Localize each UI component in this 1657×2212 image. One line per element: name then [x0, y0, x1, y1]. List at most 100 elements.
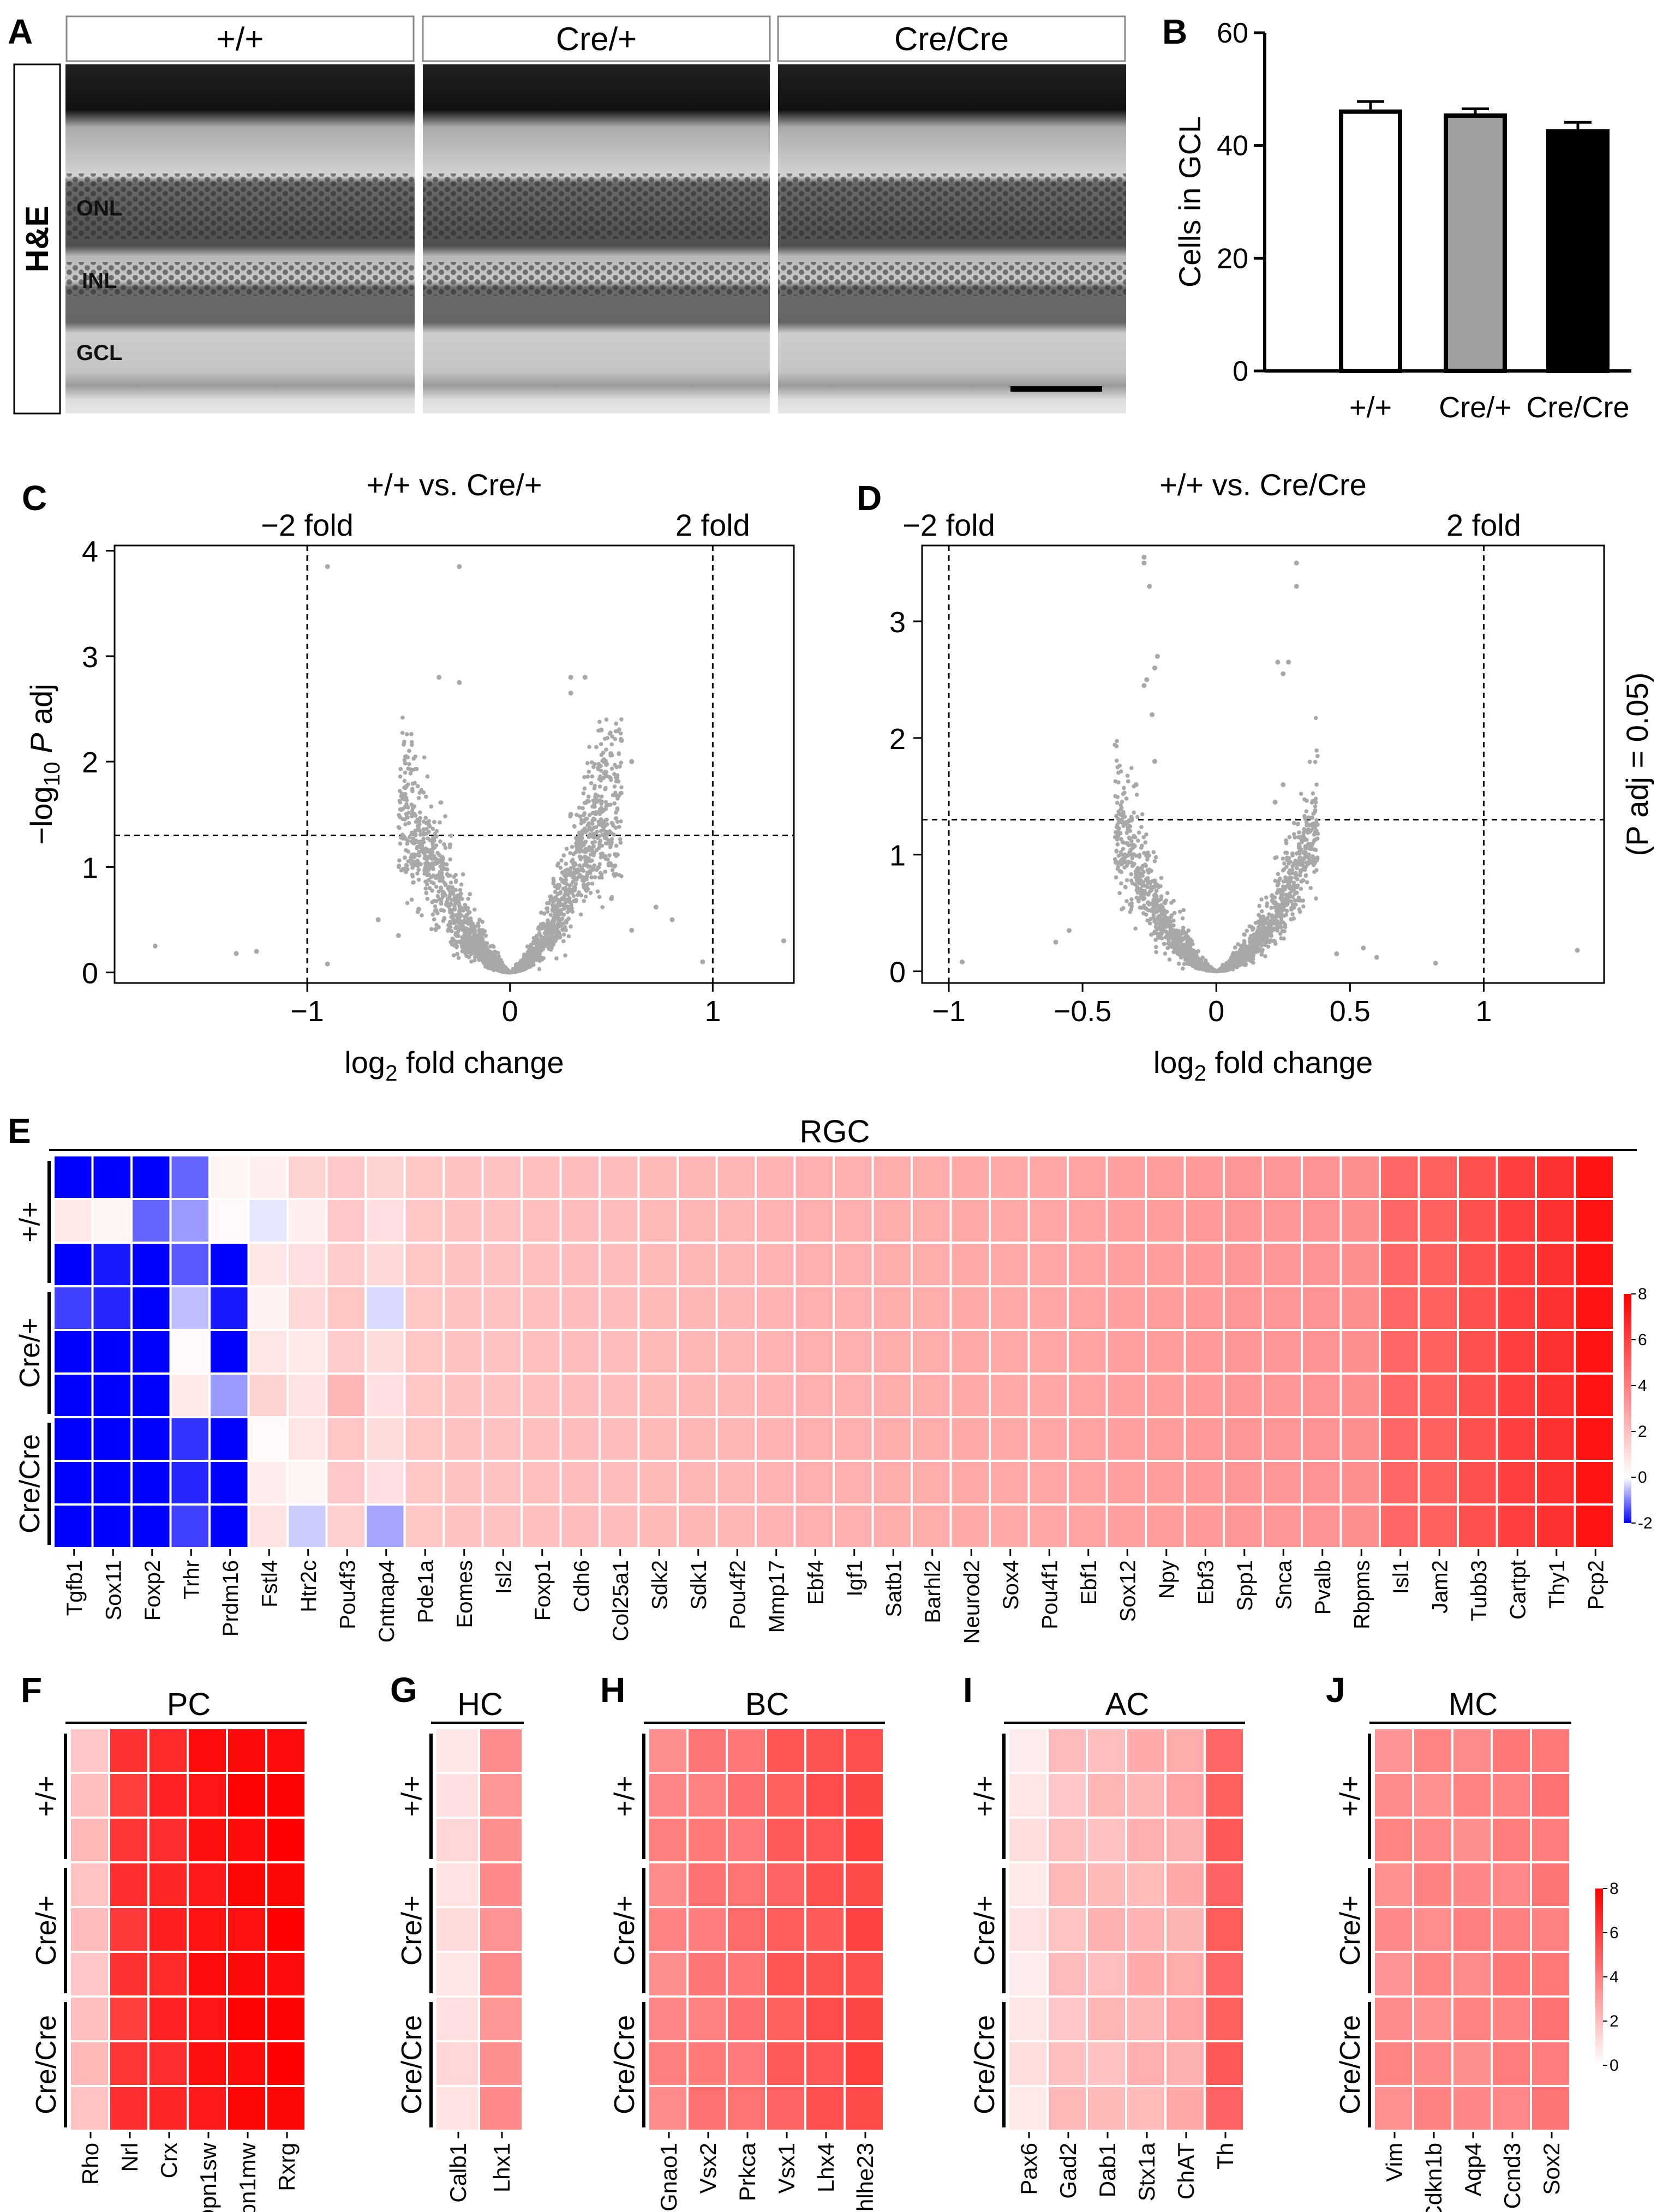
- heatmap-cell: [228, 1819, 265, 1861]
- data-point: [429, 804, 434, 809]
- heatmap-cell: [806, 1819, 844, 1861]
- heatmap-cell: [93, 1331, 130, 1372]
- data-point: [1313, 804, 1318, 808]
- heatmap-cell: [327, 1506, 364, 1547]
- data-point: [1159, 936, 1164, 940]
- heatmap-cell: [1381, 1156, 1418, 1198]
- heatmap-cell: [1537, 1418, 1574, 1460]
- data-point: [1286, 900, 1290, 904]
- heatmap-cell: [717, 1462, 755, 1503]
- data-point: [613, 763, 617, 768]
- heatmap-cell: [874, 1331, 911, 1372]
- gene-label: Isl2: [492, 1560, 516, 1594]
- heatmap-cell: [110, 1819, 147, 1861]
- heatmap-cell: [1127, 1819, 1164, 1861]
- data-point: [589, 828, 594, 832]
- data-point: [1159, 913, 1164, 918]
- data-point: [472, 907, 477, 912]
- data-point: [590, 811, 595, 816]
- data-point: [1125, 774, 1130, 778]
- data-point: [1273, 918, 1278, 923]
- heatmap-cell: [952, 1331, 989, 1372]
- data-point: [1264, 895, 1269, 900]
- data-point: [1251, 926, 1256, 931]
- data-point: [607, 853, 612, 858]
- data-point: [438, 800, 442, 805]
- heatmap-cell: [445, 1200, 482, 1242]
- data-point: [1187, 944, 1192, 949]
- data-point: [569, 872, 573, 876]
- data-point: [1231, 955, 1236, 960]
- heatmap-cell: [767, 1953, 804, 1995]
- heatmap-cell: [436, 1819, 478, 1861]
- data-point: [1146, 892, 1151, 897]
- data-point: [450, 942, 454, 946]
- data-point: [1122, 814, 1127, 819]
- heatmap-cell: [1576, 1331, 1613, 1372]
- heatmap-cell: [1453, 2042, 1491, 2085]
- data-point: [403, 770, 408, 775]
- data-point: [1191, 942, 1195, 946]
- data-point: [1165, 946, 1170, 950]
- heatmap-cell: [601, 1200, 638, 1242]
- data-point: [422, 755, 427, 760]
- data-point: [1288, 892, 1292, 897]
- heatmap-cell: [445, 1156, 482, 1198]
- heatmap-cell: [874, 1156, 911, 1198]
- panel-c-volcano-plot: +/+ vs. Cre/+−2 fold 2 fold−1 0 101234log2 …: [24, 467, 795, 1086]
- heatmap-cell: [1108, 1375, 1145, 1416]
- group-label: +/+: [1335, 1776, 1366, 1817]
- gene-label: Vim: [1381, 2143, 1407, 2182]
- data-point: [589, 781, 594, 786]
- heatmap-cell: [561, 1244, 599, 1285]
- heatmap-cell: [1342, 1418, 1379, 1460]
- data-point: [546, 929, 551, 934]
- heatmap-cell: [767, 1863, 804, 1906]
- heatmap-cell: [649, 1729, 686, 1772]
- data-point: [554, 956, 559, 961]
- data-point: [457, 680, 462, 685]
- heatmap-cell: [835, 1331, 872, 1372]
- layer-label-onl: ONL: [76, 196, 122, 220]
- data-point: [1284, 896, 1289, 901]
- heatmap-cell: [1420, 1200, 1457, 1242]
- data-point: [581, 875, 586, 880]
- data-point: [1265, 937, 1270, 942]
- data-point: [493, 953, 497, 958]
- data-point: [1289, 871, 1294, 876]
- heatmap-cell: [1147, 1200, 1184, 1242]
- gene-label: Eomes: [453, 1560, 477, 1628]
- data-point: [1148, 881, 1153, 886]
- heatmap-cell: [1537, 1156, 1574, 1198]
- gene-label: Foxp1: [531, 1560, 555, 1621]
- heatmap-cell: [149, 1774, 187, 1817]
- gene-label: Sox2: [1539, 2143, 1564, 2195]
- data-point: [609, 896, 614, 901]
- heatmap-cell: [93, 1375, 130, 1416]
- data-point: [403, 805, 408, 810]
- y-tick-label: 3: [889, 606, 906, 639]
- heatmap-cell: [1453, 1863, 1491, 1906]
- data-point: [1163, 915, 1168, 919]
- heatmap-cell: [1147, 1244, 1184, 1285]
- heatmap-cell: [133, 1375, 170, 1416]
- data-point: [582, 675, 588, 680]
- heatmap-cell: [523, 1200, 560, 1242]
- heatmap-cell: [133, 1462, 170, 1503]
- data-point: [423, 861, 428, 866]
- data-point: [1126, 820, 1130, 824]
- data-point: [413, 813, 418, 818]
- heatmap-cell: [1206, 2042, 1243, 2085]
- data-point: [464, 920, 468, 925]
- heatmap-cell: [523, 1506, 560, 1547]
- heatmap-cell: [93, 1287, 130, 1329]
- heatmap-cell: [561, 1462, 599, 1503]
- data-point: [1235, 958, 1240, 963]
- data-point: [606, 857, 610, 862]
- data-point: [541, 956, 546, 961]
- data-point: [481, 959, 486, 964]
- data-point: [400, 796, 405, 801]
- data-point: [432, 820, 436, 824]
- heatmap-title: HC: [457, 1687, 503, 1722]
